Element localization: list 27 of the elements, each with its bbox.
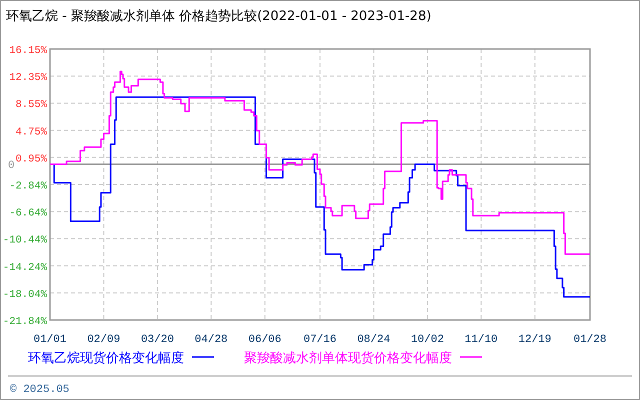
x-tick-label: 12/19 (518, 334, 552, 346)
legend-label: 聚羧酸减水剂单体现货价格变化幅度 (244, 350, 452, 366)
x-tick-label: 03/20 (140, 334, 174, 346)
x-tick-label: 06/06 (248, 334, 282, 346)
y-tick-label: -2.84% (9, 180, 48, 192)
x-tick-label: 02/09 (87, 334, 120, 346)
x-tick-label: 04/28 (194, 334, 228, 346)
ref-line-label: 0 (8, 160, 15, 172)
y-tick-label: -14.24% (2, 262, 48, 274)
y-tick-label: -21.84% (2, 316, 48, 328)
x-tick-label: 11/10 (464, 334, 498, 346)
y-tick-label: 8.55% (15, 99, 48, 112)
y-tick-label: -6.64% (9, 208, 48, 220)
y-tick-label: -10.44% (2, 234, 48, 247)
x-tick-label: 10/02 (410, 334, 444, 346)
legend-label: 环氧乙烷现货价格变化幅度 (28, 350, 184, 366)
y-tick-label: 0.95% (15, 153, 48, 166)
x-tick-label: 01/28 (573, 334, 607, 346)
y-tick-label: 12.35% (9, 72, 48, 84)
chart-title: 环氧乙烷 - 聚羧酸减水剂单体 价格趋势比较(2022-01-01 - 2023-01-28) (6, 8, 432, 24)
x-tick-label: 08/24 (357, 334, 391, 346)
x-tick-label: 01/01 (33, 334, 67, 346)
y-tick-label: -18.04% (2, 288, 48, 301)
y-tick-label: 16.15% (9, 45, 48, 57)
x-tick-label: 07/16 (303, 334, 337, 346)
text: © 2025.05 (10, 384, 70, 396)
y-tick-label: 4.75% (15, 126, 48, 138)
